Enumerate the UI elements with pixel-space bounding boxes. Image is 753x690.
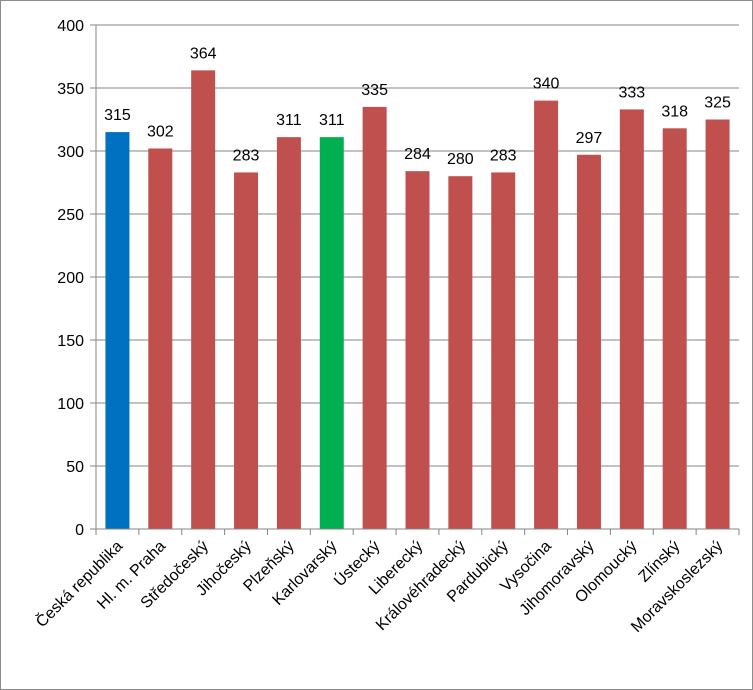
data-label: 364	[190, 45, 217, 62]
data-label: 335	[361, 82, 388, 99]
data-label: 340	[533, 76, 560, 93]
data-label: 311	[319, 112, 345, 129]
data-label: 315	[104, 107, 131, 124]
y-tick-label: 50	[66, 459, 84, 476]
bar	[534, 100, 559, 529]
data-label: 284	[404, 146, 431, 163]
bar	[362, 106, 387, 530]
data-label: 302	[147, 123, 174, 140]
y-tick-label: 100	[57, 396, 84, 413]
bar	[191, 70, 216, 530]
bar	[148, 148, 173, 530]
bar	[405, 171, 430, 529]
data-label: 283	[233, 147, 260, 164]
data-label: 297	[576, 130, 603, 147]
data-label: 280	[447, 151, 474, 168]
data-label: 333	[618, 84, 645, 101]
x-category-label: Jihomoravský	[517, 538, 598, 619]
bar	[234, 172, 259, 530]
bar	[448, 176, 473, 529]
y-tick-label: 200	[57, 270, 84, 287]
bar	[705, 119, 730, 529]
data-label: 283	[490, 147, 517, 164]
bar	[491, 172, 516, 530]
y-tick-label: 400	[57, 18, 84, 35]
bar	[105, 132, 130, 529]
y-tick-label: 150	[57, 333, 84, 350]
bar	[619, 109, 644, 530]
data-label: 311	[276, 112, 302, 129]
y-tick-label: 0	[75, 522, 84, 539]
bar	[662, 128, 687, 529]
y-tick-label: 250	[57, 207, 84, 224]
data-label: 318	[661, 103, 688, 120]
y-tick-label: 300	[57, 144, 84, 161]
bar	[576, 154, 601, 529]
y-tick-label: 350	[57, 81, 84, 98]
data-label: 325	[704, 95, 731, 112]
bar	[319, 137, 344, 529]
bar	[276, 137, 301, 529]
